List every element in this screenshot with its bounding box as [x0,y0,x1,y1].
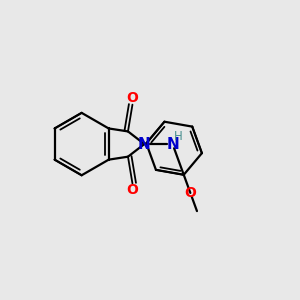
Text: O: O [127,183,138,197]
Text: N: N [166,136,179,152]
Text: N: N [138,136,151,152]
Text: O: O [184,186,196,200]
Text: O: O [127,91,138,105]
Text: H: H [173,130,182,143]
